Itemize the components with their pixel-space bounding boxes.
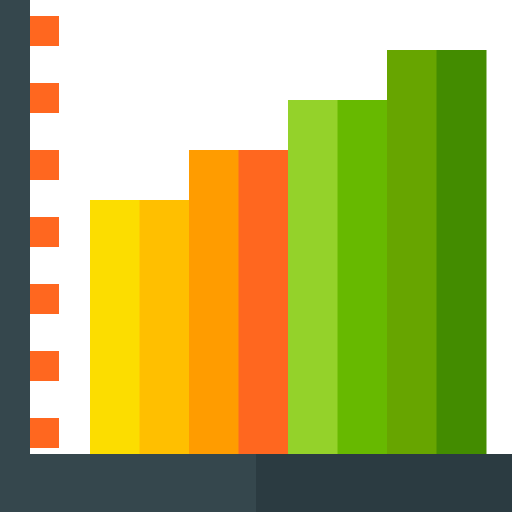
y-tick-5 — [30, 284, 59, 314]
x-axis-left — [0, 454, 256, 512]
bar-3-left — [288, 100, 338, 454]
y-tick-7 — [30, 418, 59, 448]
bar-2-right — [238, 150, 289, 454]
bar-1-right — [139, 200, 190, 454]
y-ticks-group — [30, 16, 59, 448]
x-axis-right — [256, 454, 512, 512]
y-tick-2 — [30, 83, 59, 113]
bar-1-left — [90, 200, 140, 454]
bars-group — [90, 50, 487, 454]
bar-3-right — [337, 100, 388, 454]
y-tick-6 — [30, 351, 59, 381]
y-tick-4 — [30, 217, 59, 247]
bar-2-left — [189, 150, 239, 454]
bar-4-right — [436, 50, 487, 454]
y-axis — [0, 0, 30, 512]
y-tick-1 — [30, 16, 59, 46]
bar-4-left — [387, 50, 437, 454]
y-tick-3 — [30, 150, 59, 180]
